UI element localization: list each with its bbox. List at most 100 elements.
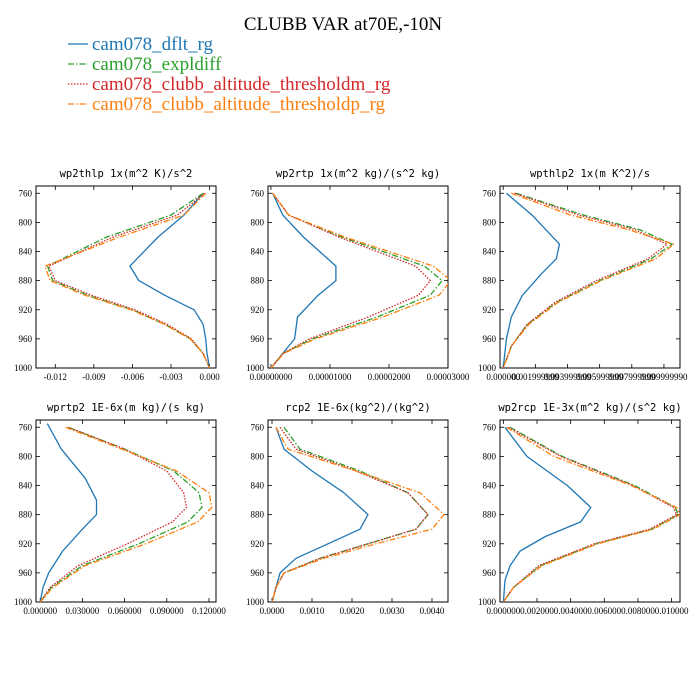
series-line (46, 192, 211, 368)
panel-title: wpthlp2 1x(m K^2)/s (530, 168, 650, 180)
x-tick-label: 0.030000 (66, 606, 100, 616)
y-tick-label: 800 (251, 451, 265, 461)
y-tick-label: 840 (251, 481, 265, 491)
series-line (502, 426, 680, 602)
series-line (502, 192, 675, 368)
x-tick-label: 0.000000 (486, 606, 520, 616)
legend-label: cam078_expldiff (92, 54, 222, 75)
y-tick-label: 960 (483, 334, 497, 344)
y-tick-label: 800 (251, 217, 265, 227)
series-line (39, 426, 188, 602)
legend-entry: cam078_clubb_altitude_thresholdm_rg (68, 74, 391, 95)
y-tick-label: 1000 (246, 363, 265, 373)
series-line (39, 423, 98, 602)
x-tick-label: 0.00000000 (250, 372, 293, 382)
panels: wp2thlp 1x(m^2 K)/s^2 760 800 840 880 920 960 1… (14, 168, 689, 616)
legend-label: cam078_dflt_rg (92, 34, 214, 55)
x-tick-label: 0.060000 (108, 606, 142, 616)
x-tick-label: 0.00001000 (309, 372, 352, 382)
series-line (48, 192, 211, 368)
legend: cam078_dflt_rgcam078_expldiffcam078_club… (68, 34, 391, 115)
plot-frame (267, 185, 449, 369)
x-tick-label: 0.006000 (587, 606, 621, 616)
y-tick-label: 880 (483, 276, 497, 286)
plot-frame (35, 185, 217, 369)
y-tick-label: 960 (19, 568, 33, 578)
y-tick-label: 800 (483, 217, 497, 227)
series-line (129, 192, 211, 368)
y-tick-label: 920 (251, 305, 265, 315)
legend-label: cam078_clubb_altitude_thresholdp_rg (92, 94, 386, 115)
series-group (502, 192, 675, 368)
y-tick-label: 880 (19, 276, 33, 286)
x-tick-label: 0.002000 (520, 606, 554, 616)
y-tick-label: 840 (251, 247, 265, 257)
y-tick-label: 920 (19, 305, 33, 315)
y-tick-label: 1000 (246, 597, 265, 607)
x-tick-label: 0.0040 (420, 606, 445, 616)
series-line (502, 192, 561, 368)
series-line (270, 192, 431, 368)
x-tick-label: 0.001999999 (512, 372, 560, 382)
series-group (270, 192, 448, 368)
y-tick-label: 800 (19, 451, 33, 461)
y-tick-label: 880 (251, 276, 265, 286)
x-tick-label: 0.0000 (260, 606, 285, 616)
plot-frame (499, 185, 681, 369)
y-tick-label: 840 (483, 247, 497, 257)
y-tick-label: 840 (483, 481, 497, 491)
y-tick-label: 880 (251, 510, 265, 520)
series-line (270, 192, 448, 368)
x-tick-label: 0.090000 (150, 606, 184, 616)
y-tick-label: 760 (251, 422, 265, 432)
y-tick-label: 960 (251, 334, 265, 344)
y-tick-label: 800 (483, 451, 497, 461)
y-tick-label: 960 (483, 568, 497, 578)
series-line (270, 192, 443, 368)
plot-frame (499, 419, 681, 603)
series-group (44, 192, 211, 368)
y-tick-label: 920 (251, 539, 265, 549)
series-line (39, 426, 203, 602)
x-tick-label: 0.0010 (300, 606, 325, 616)
y-tick-label: 760 (251, 188, 265, 198)
y-tick-label: 920 (483, 539, 497, 549)
x-tick-label: 0.005999999 (576, 372, 624, 382)
y-tick-label: 880 (19, 510, 33, 520)
y-tick-label: 1000 (478, 597, 497, 607)
y-tick-label: 1000 (14, 363, 33, 373)
series-line (271, 427, 369, 602)
series-line (270, 193, 337, 368)
y-tick-label: 880 (483, 510, 497, 520)
panel: rcp2 1E-6x(kg^2)/(kg^2) 760 800 840 880 920 96… (246, 402, 449, 616)
y-tick-label: 920 (19, 539, 33, 549)
x-tick-label: 0.009999990 (640, 372, 688, 382)
x-tick-label: 0.008000 (621, 606, 655, 616)
panel: wp2thlp 1x(m^2 K)/s^2 760 800 840 880 920 960 1… (14, 168, 220, 382)
panel: wprtp2 1E-6x(m kg)/(s kg) 760 800 840 880 920… (14, 402, 226, 616)
series-line (502, 192, 668, 368)
y-tick-label: 760 (19, 422, 33, 432)
panel: wp2rtp 1x(m^2 kg)/(s^2 kg) 760 800 840 880 92… (246, 168, 470, 382)
y-tick-label: 760 (483, 422, 497, 432)
legend-entry: cam078_dflt_rg (68, 34, 214, 55)
x-tick-label: -0.003 (159, 372, 183, 382)
series-group (271, 426, 445, 602)
x-tick-label: -0.006 (121, 372, 145, 382)
legend-label: cam078_clubb_altitude_thresholdm_rg (92, 74, 391, 95)
x-tick-label: -0.009 (82, 372, 106, 382)
panel-title: wprtp2 1E-6x(m kg)/(s kg) (47, 402, 205, 414)
x-tick-label: 0.003999999 (544, 372, 592, 382)
x-tick-label: 0.000 (199, 372, 220, 382)
series-line (271, 426, 445, 602)
series-group (502, 426, 680, 602)
y-tick-label: 960 (19, 334, 33, 344)
series-line (271, 426, 429, 602)
panel-title: wp2thlp 1x(m^2 K)/s^2 (60, 168, 193, 180)
y-tick-label: 760 (19, 188, 33, 198)
x-tick-label: 0.000000 (486, 372, 520, 382)
panel-title: wp2rcp 1E-3x(m^2 kg)/(s^2 kg) (498, 402, 681, 414)
figure-title: CLUBB VAR at70E,-10N (244, 14, 443, 35)
x-tick-label: 0.010000 (655, 606, 689, 616)
